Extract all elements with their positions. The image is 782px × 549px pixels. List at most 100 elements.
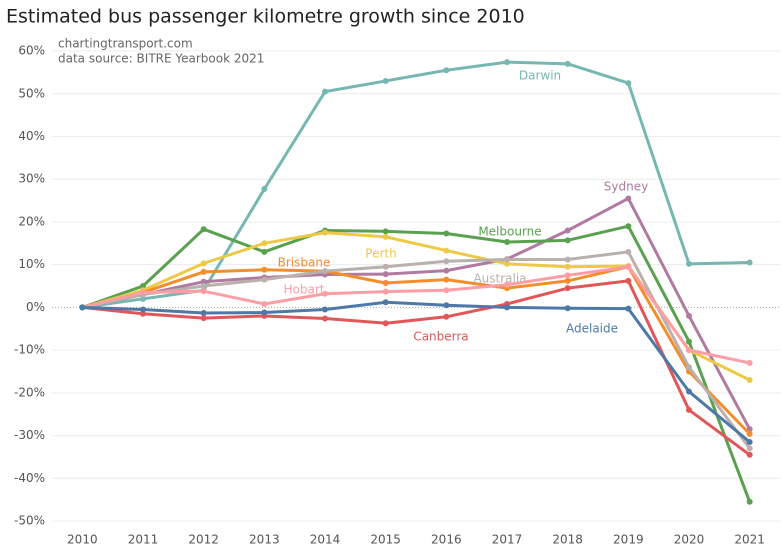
data-point (322, 88, 328, 95)
data-point (746, 498, 753, 505)
data-point (443, 247, 450, 254)
series-label: Melbourne (478, 225, 541, 239)
data-point (746, 259, 753, 266)
y-tick-label: -20% (14, 385, 45, 399)
series-line (82, 250, 751, 450)
data-point (382, 233, 389, 240)
x-tick-label: 2018 (552, 533, 583, 547)
data-point (625, 195, 632, 202)
data-point (564, 227, 571, 234)
x-tick-label: 2012 (188, 533, 219, 547)
data-point (625, 80, 632, 87)
data-point (504, 256, 510, 263)
data-point (382, 271, 389, 278)
data-point (443, 267, 450, 274)
data-point (746, 359, 753, 366)
data-point (443, 276, 450, 283)
data-point (200, 288, 207, 295)
y-tick-label: 20% (18, 214, 45, 228)
y-tick-label: -40% (14, 471, 45, 485)
series-line (82, 279, 751, 457)
chart-title: Estimated bus passenger kilometre growth… (6, 6, 525, 28)
data-point (322, 315, 328, 322)
x-tick-label: 2010 (67, 533, 98, 547)
x-tick-label: 2021 (734, 533, 765, 547)
y-tick-label: 40% (18, 129, 45, 143)
series-label: Adelaide (566, 322, 618, 336)
data-point (261, 240, 268, 247)
data-point (443, 230, 450, 237)
data-point (140, 306, 146, 313)
data-point (686, 364, 692, 371)
data-point (382, 228, 389, 235)
series-line (81, 224, 752, 503)
data-point (382, 77, 389, 84)
data-point (140, 283, 146, 290)
data-point (382, 263, 389, 270)
data-point (564, 272, 571, 279)
data-point (443, 313, 450, 320)
data-point (140, 310, 146, 317)
series-label: Australia (473, 272, 526, 286)
y-tick-label: 0% (26, 300, 45, 314)
x-tick-label: 2013 (249, 533, 280, 547)
data-point (746, 438, 753, 445)
y-tick-label: -50% (14, 514, 45, 528)
data-point (200, 309, 207, 316)
data-point (382, 288, 389, 295)
series-label: Canberra (413, 330, 468, 344)
x-tick-label: 2011 (128, 533, 159, 547)
y-tick-label: 60% (18, 44, 45, 58)
series-line (82, 300, 751, 444)
x-tick-label: 2015 (370, 533, 401, 547)
data-point (686, 260, 692, 267)
y-tick-label: -30% (14, 428, 45, 442)
data-point (443, 67, 450, 74)
data-point (686, 338, 692, 345)
data-point (443, 287, 450, 294)
data-point (322, 290, 328, 297)
data-point (261, 276, 268, 283)
annotation: data source: BITRE Yearbook 2021 (58, 52, 264, 66)
series-label: Brisbane (278, 256, 331, 270)
data-point (261, 186, 268, 193)
x-tick-label: 2020 (674, 533, 705, 547)
data-point (140, 295, 146, 302)
y-tick-label: -10% (14, 343, 45, 357)
series-label: Perth (365, 247, 396, 261)
data-point (625, 263, 632, 270)
data-point (686, 347, 692, 354)
x-tick-label: 2019 (613, 533, 644, 547)
data-point (322, 268, 328, 275)
data-point (261, 266, 268, 273)
data-point (504, 260, 510, 267)
data-point (140, 289, 146, 296)
data-point (564, 256, 571, 263)
x-tick-label: 2017 (492, 533, 523, 547)
data-point (200, 226, 207, 233)
data-point (382, 299, 389, 306)
data-point (564, 237, 571, 244)
data-point (746, 445, 753, 452)
y-tick-label: 30% (18, 172, 45, 186)
series-line (81, 265, 750, 365)
data-point (746, 430, 753, 437)
data-point (564, 263, 571, 270)
data-point (564, 60, 571, 67)
data-point (625, 248, 632, 255)
data-point (200, 278, 207, 285)
data-point (686, 388, 692, 395)
series-label: Darwin (519, 69, 561, 83)
data-point (564, 277, 571, 284)
data-point (504, 281, 510, 288)
data-point (564, 305, 571, 312)
y-tick-label: 10% (18, 257, 45, 271)
data-point (261, 300, 268, 307)
data-point (443, 258, 450, 265)
data-point (382, 280, 389, 287)
data-point (200, 315, 207, 322)
data-point (79, 304, 86, 311)
series-line (82, 60, 750, 309)
series-label: Hobart (284, 283, 325, 297)
